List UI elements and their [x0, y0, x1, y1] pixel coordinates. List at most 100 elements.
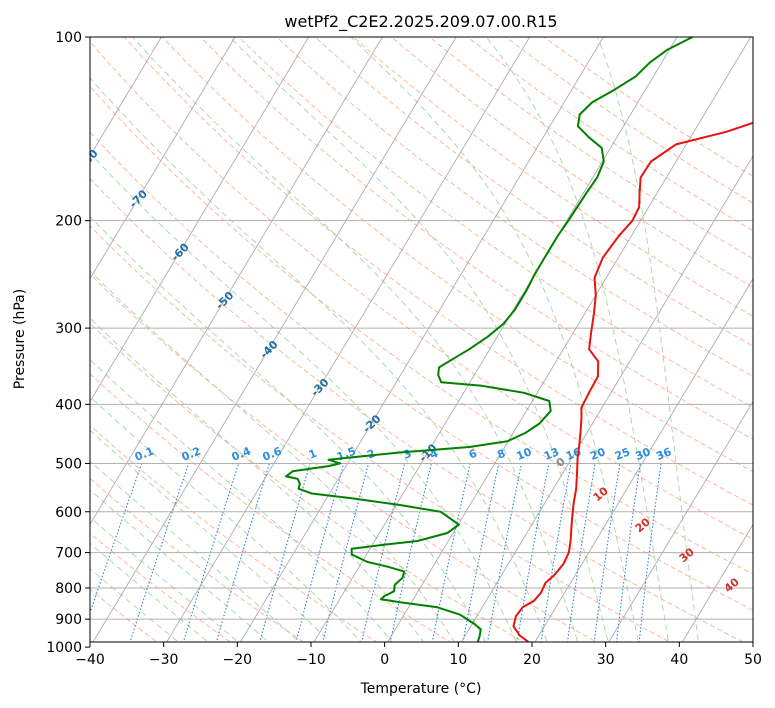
- plot-frame: [89, 36, 754, 643]
- moist-adiabat-line: [350, 37, 639, 642]
- dry-adiabat-line: [90, 85, 753, 575]
- isotherm-line: [90, 37, 236, 280]
- y-tick-label: 200: [55, 214, 82, 230]
- mixing-ratio-label: 8: [495, 447, 507, 462]
- mixing-ratio-label: 20: [588, 445, 607, 463]
- axes: −40 −30 −20 −10 0 10 20 30 40 5010020030040050060…: [46, 30, 762, 668]
- y-tick-label: 700: [55, 546, 82, 562]
- moist-adiabat-line: [132, 37, 579, 642]
- line-labels: -100-90-80-70-60-50-40-30-20-100.1 0.2 0.4…: [0, 60, 742, 596]
- mixing-ratio-line: [182, 463, 240, 642]
- x-tick-label: 30: [597, 652, 615, 668]
- dry-adiabat-label: -80: [77, 147, 100, 170]
- x-tick-label: −20: [223, 652, 253, 668]
- moist-adiabat-line: [90, 396, 362, 642]
- x-tick-label: 40: [670, 652, 688, 668]
- y-tick-label: 800: [55, 581, 82, 597]
- mixing-ratio-line: [322, 463, 369, 642]
- mixing-ratio-label: 0.2: [180, 444, 203, 463]
- x-tick-label: 10: [449, 652, 467, 668]
- x-tick-label: 50: [744, 652, 762, 668]
- mixing-ratio-line: [616, 463, 641, 642]
- x-tick-label: 0: [380, 652, 389, 668]
- x-tick-label: −40: [75, 652, 105, 668]
- y-tick-label: 1000: [46, 640, 82, 656]
- mixing-ratio-line: [361, 463, 406, 642]
- y-tick-label: 500: [55, 456, 82, 472]
- mixing-ratio-line: [593, 463, 621, 642]
- dry-adiabat-line: [90, 424, 378, 642]
- dry-adiabat-line: [90, 131, 753, 611]
- mixing-ratio-label: 13: [542, 445, 561, 463]
- isotherm-line: [239, 37, 604, 642]
- dry-adiabat-line: [429, 37, 753, 260]
- mixing-ratio-label: 1: [307, 447, 319, 462]
- isotherm-line: [608, 400, 753, 642]
- moist-adiabat-label: 40: [722, 575, 742, 595]
- dry-adiabat-line: [238, 37, 753, 409]
- mixing-ratio-label: 25: [613, 445, 632, 463]
- background-lines: [90, 37, 775, 660]
- y-tick-label: 900: [55, 612, 82, 628]
- y-tick-label: 600: [55, 505, 82, 521]
- isotherm-line: [387, 37, 752, 642]
- dry-adiabat-line: [90, 322, 525, 642]
- mixing-ratio-line: [431, 463, 471, 642]
- dry-adiabat-label: -100: [0, 60, 7, 89]
- mixing-ratio-line: [259, 463, 311, 642]
- dry-adiabat-line: [90, 477, 305, 642]
- mixing-ratio-line: [462, 463, 500, 642]
- dry-adiabat-label: -60: [169, 240, 192, 263]
- x-tick-label: −10: [296, 652, 326, 668]
- moist-adiabat-line: [90, 429, 331, 642]
- mixing-ratio-line: [566, 463, 596, 642]
- dry-adiabat-label: -90: [29, 105, 52, 128]
- moist-adiabat-line: [90, 516, 239, 642]
- moist-adiabat-line: [90, 152, 517, 642]
- mixing-ratio-line: [215, 463, 270, 642]
- isotherm-line: [745, 37, 775, 660]
- dry-adiabat-line: [90, 373, 451, 642]
- x-tick-label: −30: [149, 652, 179, 668]
- moist-adiabat-line: [90, 460, 300, 642]
- mixing-ratio-line: [389, 463, 432, 642]
- moist-adiabat-line: [90, 216, 487, 642]
- moist-adiabat-line: [90, 489, 270, 642]
- mixing-ratio-line: [90, 463, 143, 615]
- moist-adiabat-line: [485, 37, 670, 642]
- mixing-ratio-line: [638, 463, 662, 642]
- y-tick-label: 300: [55, 321, 82, 337]
- moist-adiabat-line: [90, 317, 424, 642]
- isotherm-line: [166, 37, 531, 642]
- mixing-ratio-label: 36: [654, 445, 673, 463]
- isotherm-line: [90, 37, 162, 157]
- isotherm-line: [92, 37, 457, 642]
- dry-adiabat-label: -40: [257, 338, 280, 361]
- isotherm-line: [313, 37, 678, 642]
- isotherm-line: [681, 523, 753, 642]
- moist-adiabat-line: [597, 37, 700, 642]
- dry-adiabat-line: [276, 37, 753, 378]
- mixing-ratio-label: 16: [564, 445, 583, 463]
- temperature-profile-line: [512, 121, 753, 642]
- mixing-ratio-label: 6: [467, 447, 479, 462]
- dewpoint-profile-line: [285, 37, 693, 642]
- mixing-ratio-label: 2: [365, 447, 377, 462]
- profile-lines: [285, 37, 753, 642]
- moist-adiabat-label: 30: [677, 545, 697, 565]
- dry-adiabat-line: [505, 37, 753, 204]
- x-axis-label: Temperature (°C): [360, 681, 482, 697]
- isotherm-line: [460, 155, 753, 642]
- moist-adiabat-line: [90, 270, 455, 642]
- y-tick-label: 100: [55, 30, 82, 46]
- dry-adiabat-line: [90, 225, 671, 642]
- moist-adiabat-line: [229, 37, 609, 642]
- x-tick-label: 20: [523, 652, 541, 668]
- chart-title: wetPf2_C2E2.2025.209.07.00.R15: [284, 12, 557, 32]
- y-tick-label: 400: [55, 397, 82, 413]
- dry-adiabat-line: [90, 532, 232, 642]
- isotherm-line: [90, 37, 383, 526]
- mixing-ratio-label: 10: [515, 445, 534, 463]
- dry-adiabat-line: [90, 40, 753, 540]
